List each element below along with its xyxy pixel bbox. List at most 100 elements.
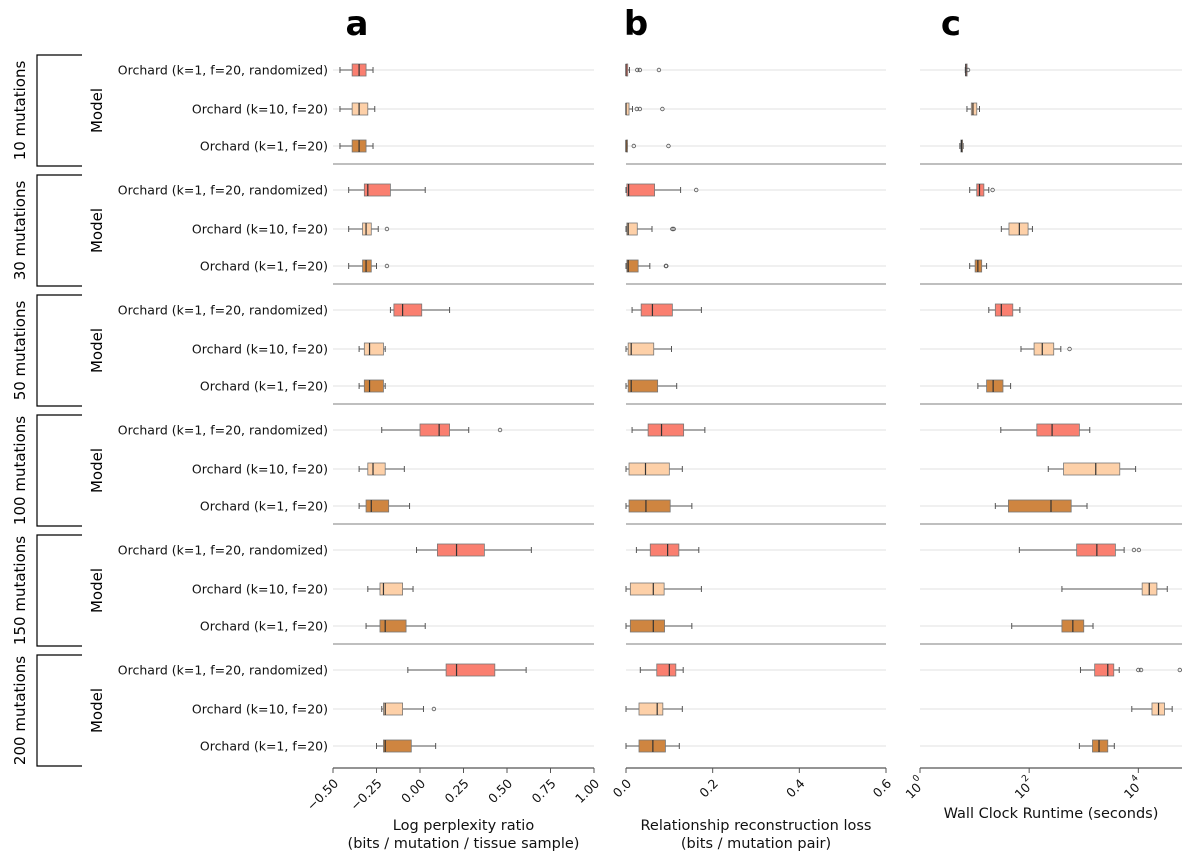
x-tick-label: 0.2 — [696, 776, 721, 801]
box — [363, 342, 384, 356]
boxplot — [625, 499, 693, 513]
outlier-point — [965, 67, 971, 73]
box — [994, 303, 1014, 317]
boxplot — [635, 543, 700, 557]
boxplot — [376, 739, 437, 753]
outlier-point — [1131, 547, 1137, 553]
y-axis-label-model: Model — [88, 208, 106, 253]
outlier-point — [637, 67, 643, 73]
boxplot — [1047, 462, 1137, 476]
boxplot — [625, 462, 683, 476]
boxplot — [625, 139, 671, 153]
boxplot — [339, 102, 376, 116]
boxplot — [625, 259, 669, 273]
boxplot — [1131, 702, 1173, 716]
boxplot — [1000, 222, 1033, 236]
boxplot — [625, 183, 699, 197]
boxplot — [1000, 423, 1091, 437]
boxplot — [625, 739, 680, 753]
boxplot — [381, 423, 503, 437]
model-tick-label: Orchard (k=1, f=20, randomized) — [118, 543, 328, 558]
group-bracket — [36, 414, 82, 527]
boxplot — [367, 582, 414, 596]
box — [1008, 499, 1072, 513]
outlier-point — [694, 187, 699, 193]
boxplot — [339, 139, 374, 153]
model-tick-label: Orchard (k=10, f=20) — [192, 102, 328, 117]
box — [976, 183, 985, 197]
box — [649, 543, 680, 557]
box — [638, 739, 666, 753]
box — [1063, 462, 1121, 476]
x-tick-label: 0.25 — [442, 776, 472, 806]
box — [640, 303, 673, 317]
x-axis-title: Relationship reconstruction loss — [641, 818, 872, 834]
x-tick-label: 1.00 — [572, 776, 602, 806]
boxplot — [358, 342, 386, 356]
y-axis-label-model: Model — [88, 88, 106, 133]
box — [627, 342, 655, 356]
group-label: 100 mutations — [11, 416, 29, 525]
boxplot — [1018, 543, 1142, 557]
boxplot — [625, 342, 672, 356]
box — [1033, 342, 1055, 356]
box — [1092, 739, 1109, 753]
boxplot — [631, 303, 702, 317]
boxplot — [1020, 342, 1072, 356]
boxplot — [625, 379, 678, 393]
box — [445, 663, 496, 677]
boxplot — [631, 423, 706, 437]
outlier-point — [656, 67, 662, 73]
model-tick-label: Orchard (k=1, f=20) — [200, 499, 328, 514]
model-tick-label: Orchard (k=1, f=20) — [200, 379, 328, 394]
group-bracket — [36, 534, 82, 647]
boxplot — [389, 303, 451, 317]
panel-label: c — [941, 4, 961, 44]
model-tick-label: Orchard (k=1, f=20) — [200, 619, 328, 634]
outlier-point — [1136, 547, 1142, 553]
boxplot — [969, 259, 988, 273]
box — [638, 702, 664, 716]
x-tick-label: 0.00 — [398, 776, 428, 806]
model-tick-label: Orchard (k=10, f=20) — [192, 222, 328, 237]
boxplot — [959, 139, 964, 153]
box — [351, 102, 369, 116]
group-bracket — [36, 174, 82, 287]
box — [629, 582, 665, 596]
group-label: 150 mutations — [11, 536, 29, 645]
outlier-point — [664, 263, 669, 269]
group-bracket — [36, 654, 82, 767]
group-label: 50 mutations — [11, 301, 29, 401]
model-tick-label: Orchard (k=1, f=20, randomized) — [118, 663, 328, 678]
boxplot — [381, 702, 437, 716]
outlier-point — [666, 143, 671, 149]
boxplot — [1011, 619, 1094, 633]
box — [627, 379, 659, 393]
boxplot — [964, 63, 971, 77]
outlier-point — [1136, 667, 1141, 673]
box — [656, 663, 677, 677]
x-tick-label: 0.50 — [485, 776, 515, 806]
panel-label: b — [624, 4, 648, 44]
group-bracket — [36, 54, 82, 167]
boxplot — [994, 499, 1088, 513]
boxplot — [966, 102, 980, 116]
boxplot — [348, 183, 426, 197]
group-label: 10 mutations — [11, 61, 29, 161]
boxplot — [358, 499, 411, 513]
boxplot — [1078, 739, 1115, 753]
box — [379, 619, 407, 633]
outlier-point — [497, 427, 503, 433]
outlier-point — [637, 106, 643, 112]
outlier-point — [431, 706, 437, 712]
box — [1036, 423, 1080, 437]
x-tick-exponent: 4 — [1130, 773, 1141, 784]
x-axis-title: Log perplexity ratio — [393, 818, 535, 834]
outlier-point — [1138, 667, 1144, 673]
boxplot — [1079, 663, 1183, 677]
model-tick-label: Orchard (k=1, f=20, randomized) — [118, 303, 328, 318]
boxplot — [988, 303, 1021, 317]
box — [1076, 543, 1116, 557]
box — [419, 423, 450, 437]
